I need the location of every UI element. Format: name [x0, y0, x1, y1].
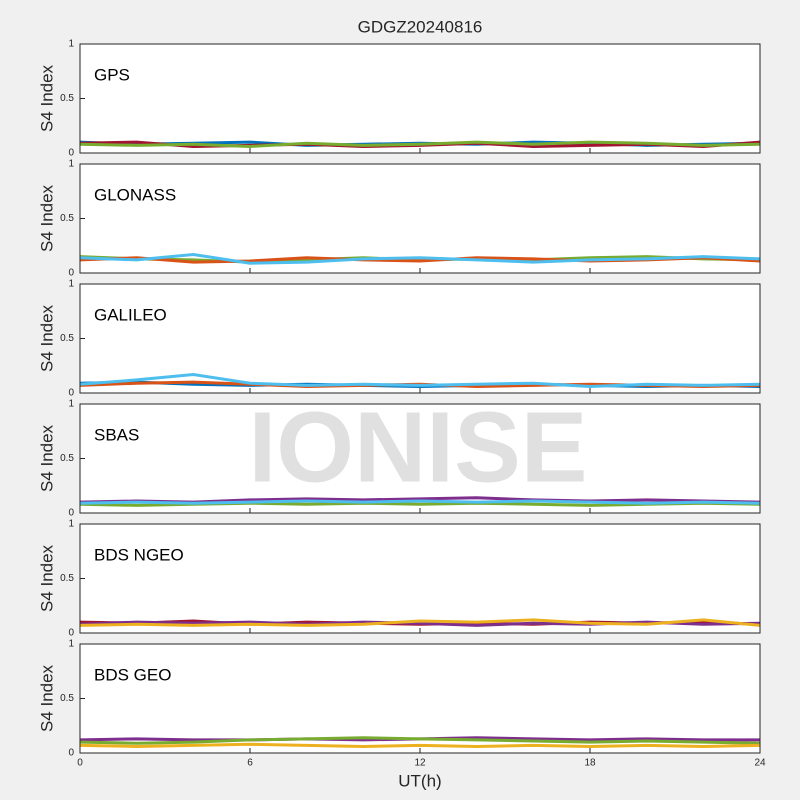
y-tick-label: 0	[68, 148, 74, 159]
y-tick-label: 0	[68, 268, 74, 279]
series-line	[79, 499, 761, 505]
y-axis-label: S4 Index	[37, 544, 56, 612]
y-tick-label: 1	[68, 279, 74, 290]
y-tick-label: 0	[68, 508, 74, 519]
y-tick-label: 0.5	[60, 693, 74, 704]
y-axis-label: S4 Index	[37, 424, 56, 492]
axes-background	[80, 644, 760, 753]
y-tick-label: 1	[68, 519, 74, 530]
y-tick-label: 0.5	[60, 93, 74, 104]
series-line	[79, 372, 761, 388]
y-axis-label: S4 Index	[37, 664, 56, 732]
series-line	[79, 618, 761, 627]
y-tick-label: 1	[68, 159, 74, 170]
watermark: IONISE	[249, 391, 588, 503]
x-tick-label: 18	[584, 758, 596, 769]
y-axis-label: S4 Index	[37, 64, 56, 132]
y-tick-label: 0.5	[60, 333, 74, 344]
axes-background	[80, 44, 760, 153]
series-line	[79, 736, 761, 745]
y-tick-label: 1	[68, 639, 74, 650]
y-axis-label: S4 Index	[37, 304, 56, 372]
series-line	[79, 140, 761, 148]
x-axis-label: UT(h)	[398, 771, 441, 790]
panel-label: BDS NGEO	[94, 545, 184, 564]
axes-background	[80, 404, 760, 513]
y-tick-label: 0.5	[60, 453, 74, 464]
x-tick-label: 24	[754, 758, 766, 769]
series-line	[79, 742, 761, 748]
panel-label: GPS	[94, 65, 130, 84]
series-line	[79, 620, 761, 627]
panel-label: SBAS	[94, 425, 139, 444]
x-tick-label: 12	[414, 758, 426, 769]
y-tick-label: 0	[68, 748, 74, 759]
y-tick-label: 0.5	[60, 213, 74, 224]
x-tick-label: 6	[247, 758, 253, 769]
panel-label: GALILEO	[94, 305, 167, 324]
y-tick-label: 0	[68, 388, 74, 399]
y-tick-label: 0.5	[60, 573, 74, 584]
panel-label: BDS GEO	[94, 665, 171, 684]
series-line	[79, 252, 761, 265]
y-tick-label: 0	[68, 628, 74, 639]
axes-background	[80, 524, 760, 633]
y-axis-label: S4 Index	[37, 184, 56, 252]
x-tick-label: 0	[77, 758, 83, 769]
panel-label: GLONASS	[94, 185, 176, 204]
y-tick-label: 1	[68, 39, 74, 50]
y-tick-label: 1	[68, 399, 74, 410]
chart-title: GDGZ20240816	[358, 17, 483, 36]
